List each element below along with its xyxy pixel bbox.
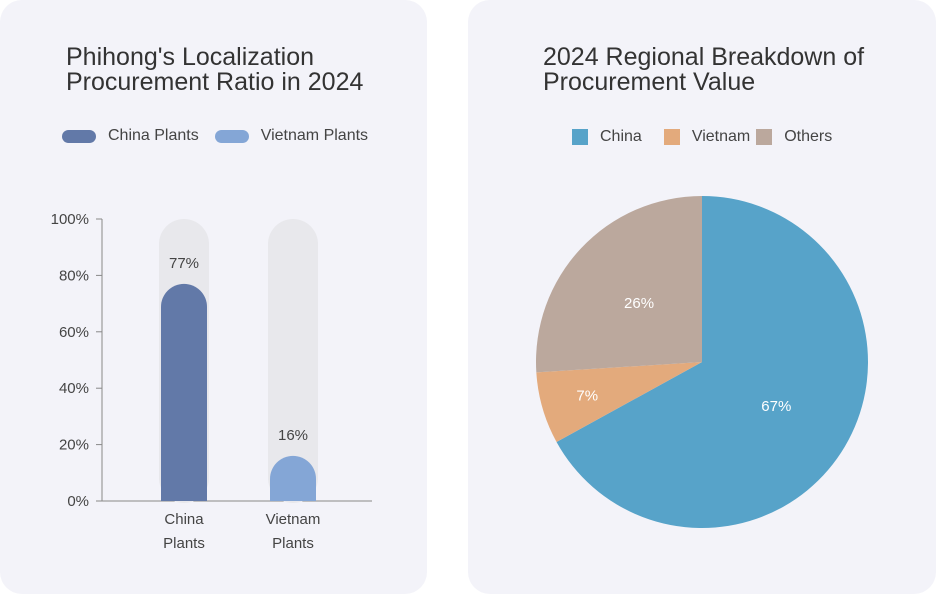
pie-slice-others bbox=[536, 196, 702, 373]
pie-data-label: 67% bbox=[761, 398, 791, 415]
legend-label-vietnam-plants: Vietnam Plants bbox=[260, 127, 369, 144]
legend-item-vietnam-plants[interactable]: Vietnam Plants bbox=[214, 127, 369, 145]
y-tick-label: 100% bbox=[51, 211, 89, 228]
legend-label-vietnam: Vietnam bbox=[691, 128, 751, 145]
y-tick-label: 60% bbox=[59, 324, 89, 341]
legend-label-others: Others bbox=[784, 128, 833, 145]
pie-slice-china bbox=[556, 196, 868, 528]
y-tick-label: 40% bbox=[59, 380, 89, 397]
bar-vietnam-plants bbox=[270, 455, 316, 501]
bar-china-plants bbox=[161, 283, 207, 501]
legend-swatch-vietnam bbox=[663, 129, 680, 145]
legend-item-vietnam[interactable]: Vietnam bbox=[663, 128, 751, 146]
legend-swatch-vietnam-plants bbox=[214, 129, 249, 143]
pie-chart-title: 2024 Regional Breakdown of Procurement V… bbox=[543, 43, 865, 96]
pie-chart-legend: China Vietnam Others bbox=[572, 128, 832, 146]
bar-chart-plot: 0% 20% 40% 60% 80% 100% 77% China Plants 16% Vietn… bbox=[51, 211, 372, 552]
legend-item-china[interactable]: China bbox=[572, 128, 642, 146]
bar-chart-title: Phihong's Localization Procurement Ratio… bbox=[66, 43, 364, 96]
legend-label-china: China bbox=[600, 128, 642, 145]
bar-chart-legend: China Plants Vietnam Plants bbox=[62, 127, 368, 145]
x-category-label: Vietnam Plants bbox=[266, 511, 321, 552]
y-tick-label: 80% bbox=[59, 267, 89, 284]
legend-swatch-china bbox=[572, 129, 588, 145]
pie-chart-plot: 67% 7% 26% bbox=[536, 196, 868, 528]
pie-data-label: 26% bbox=[624, 295, 654, 312]
y-tick-label: 20% bbox=[59, 437, 89, 454]
pie-chart-panel: 2024 Regional Breakdown of Procurement V… bbox=[468, 0, 936, 594]
legend-label-china-plants: China Plants bbox=[108, 127, 199, 144]
x-category-label: China Plants bbox=[163, 511, 205, 552]
bar-chart-panel: Phihong's Localization Procurement Ratio… bbox=[0, 0, 427, 594]
bar-data-label: 77% bbox=[169, 255, 199, 272]
bar-track bbox=[268, 219, 318, 503]
legend-swatch-others bbox=[756, 129, 773, 145]
legend-swatch-china-plants bbox=[62, 129, 96, 143]
legend-item-others[interactable]: Others bbox=[756, 128, 832, 146]
legend-item-china-plants[interactable]: China Plants bbox=[62, 127, 199, 145]
pie-data-label: 7% bbox=[576, 387, 598, 404]
pie-slice-vietnam bbox=[536, 362, 702, 442]
bar-data-label: 16% bbox=[278, 427, 308, 444]
y-tick-label: 0% bbox=[67, 493, 89, 510]
